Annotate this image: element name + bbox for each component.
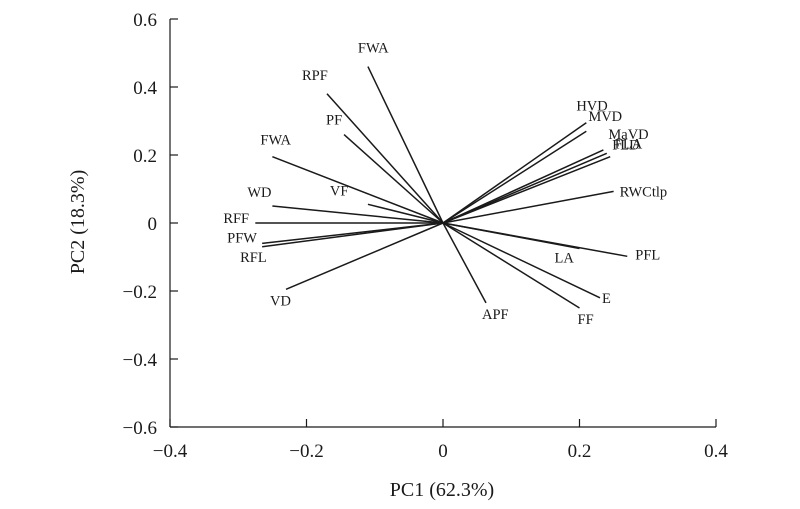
loading-vector-vd <box>285 222 444 290</box>
loading-vector-mvd <box>442 130 587 224</box>
loading-vector-fwa <box>272 156 444 224</box>
vector-label-pfl: PFL <box>635 247 660 263</box>
y-tick-label: 0.2 <box>133 146 157 167</box>
x-tick-label: 0.4 <box>704 441 728 462</box>
y-tick-label: −0.2 <box>123 282 157 303</box>
vector-label-rff: RFF <box>223 211 249 227</box>
axes: −0.4 −0.2 0 0.2 0.4−0.6−0.4−0.200.20.40.6 <box>123 10 729 462</box>
vector-label-fwa: FWA <box>260 133 291 149</box>
x-tick-label: 0.2 <box>568 441 592 462</box>
vector-label-hvd: HVD <box>576 99 607 115</box>
x-axis-title: PC1 (62.3%) <box>390 479 494 501</box>
vector-label-mvd: MVD <box>588 109 622 125</box>
vector-label-vd: VD <box>270 293 291 309</box>
x-tick-label: 0 <box>438 441 448 462</box>
y-tick-label: 0 <box>148 214 158 235</box>
vector-label-ff: FF <box>578 312 594 328</box>
vector-label-la: LA <box>555 251 575 267</box>
vector-label-fla: FLA <box>615 136 643 152</box>
loading-vector-wd <box>272 205 444 224</box>
loading-vectors <box>255 66 628 309</box>
y-tick-label: 0.6 <box>133 10 157 31</box>
vector-label-rpf: RPF <box>302 68 328 84</box>
vector-label-apf: APF <box>482 307 509 323</box>
y-tick-label: 0.4 <box>133 78 157 99</box>
loading-vector-fwa <box>367 66 444 224</box>
vector-label-fwa: FWA <box>358 41 389 57</box>
loading-vector-apf <box>442 222 487 304</box>
vector-label-fld: FLD <box>612 138 639 154</box>
vector-label-e: E <box>602 291 611 307</box>
x-tick-label: −0.4 <box>153 441 188 462</box>
vector-label-rfl: RFL <box>240 250 267 266</box>
y-axis-title: PC2 (18.3%) <box>67 170 89 274</box>
vector-label-pfw: PFW <box>227 230 257 246</box>
y-tick-label: −0.4 <box>123 350 158 371</box>
loading-vector-la <box>442 222 580 250</box>
y-tick-label: −0.6 <box>123 418 157 439</box>
loading-vector-e <box>442 222 601 299</box>
vector-label-wd: WD <box>247 185 271 201</box>
loading-vector-vf <box>367 203 444 224</box>
loading-vector-pf <box>343 134 444 224</box>
loading-vector-ff <box>442 222 580 309</box>
loading-vector-fld <box>442 156 611 224</box>
vector-label-vf: VF <box>330 183 349 199</box>
vector-label-mavd: MaVD <box>608 127 648 143</box>
vector-label-rwctlp: RWCtlp <box>620 184 668 200</box>
vector-label-pf: PF <box>326 113 342 129</box>
x-tick-label: −0.2 <box>289 441 323 462</box>
loading-vector-rfl <box>262 222 444 248</box>
loading-vector-rwctlp <box>442 190 614 224</box>
loading-vector-rpf <box>326 93 444 224</box>
loading-vector-hvd <box>442 122 587 224</box>
